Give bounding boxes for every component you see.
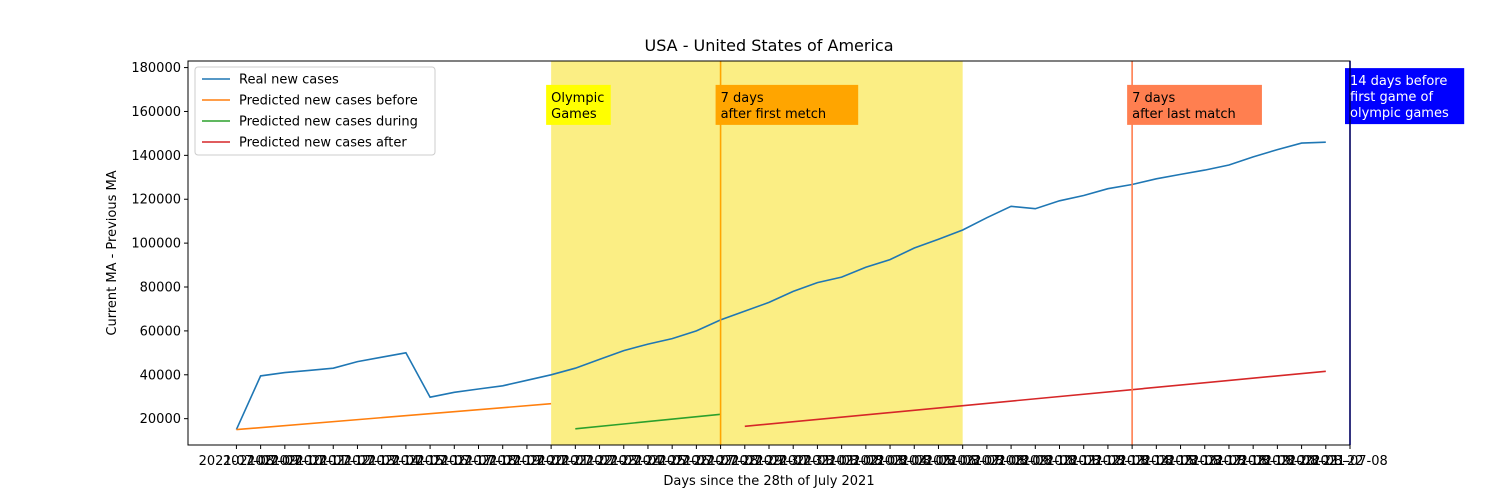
- x-tick-label-20: 2021-07-28: [683, 454, 759, 469]
- y-tick-label-4: 100000: [131, 237, 181, 252]
- annotation-box-0: [546, 84, 611, 125]
- annotation-text-3-1: first game of: [1350, 90, 1434, 105]
- annotation-text-1-1: after first metch: [721, 107, 827, 122]
- series-line-3: [744, 370, 1326, 428]
- x-axis-label: Days since the 28th of July 2021: [663, 474, 874, 489]
- series-line-2: [575, 413, 721, 430]
- annotation-box-1: [715, 84, 859, 125]
- annotation-text-0-1: Games: [551, 107, 597, 122]
- x-tick-label-36: 2021-08-13: [1070, 454, 1146, 469]
- chart-title: USA - United States of America: [645, 36, 894, 55]
- x-tick-label-24: 2021-08-01: [780, 454, 856, 469]
- x-tick-label-21: 2021-07-29: [707, 454, 783, 469]
- x-tick-label-33: 2021-08-10: [998, 454, 1074, 469]
- x-tick-label-42: 2021-08-19: [1215, 454, 1291, 469]
- x-tick-label-12: 2021-07-20: [489, 454, 565, 469]
- x-tick-label-1: 2021-07-09: [223, 454, 299, 469]
- x-tick-label-7: 2021-07-15: [368, 454, 444, 469]
- x-tick-label-26: 2021-08-03: [828, 454, 904, 469]
- x-tick-label-38: 2021-08-15: [1119, 454, 1195, 469]
- x-tick-label-2: 2021-07-10: [247, 454, 323, 469]
- y-tick-label-5: 120000: [131, 193, 181, 208]
- annotation-text-1-0: 7 days: [721, 91, 764, 106]
- y-tick-label-1: 40000: [140, 368, 181, 383]
- x-tick-label-23: 2021-07-31: [755, 454, 831, 469]
- x-tick-label-17: 2021-07-25: [610, 454, 686, 469]
- x-tick-label-15: 2021-07-23: [562, 454, 638, 469]
- y-tick-label-0: 20000: [140, 412, 181, 427]
- x-tick-label-41: 2021-08-18: [1191, 454, 1267, 469]
- y-tick-label-8: 180000: [131, 61, 181, 76]
- y-tick-label-3: 80000: [140, 281, 181, 296]
- x-tick-label-34: 2021-08-11: [1022, 454, 1098, 469]
- x-tick-label-6: 2021-07-14: [344, 454, 420, 469]
- annotation-text-2-1: after last match: [1132, 107, 1236, 122]
- legend-label-3: Predicted new cases after: [239, 136, 407, 151]
- legend-box: [194, 66, 436, 156]
- x-tick-label-44: 2021-08-21: [1264, 454, 1340, 469]
- series-line-1: [236, 402, 552, 431]
- x-tick-label-19: 2021-07-27: [659, 454, 735, 469]
- legend-label-0: Real new cases: [239, 73, 339, 88]
- annotation-box-3: [1345, 68, 1465, 125]
- y-tick-label-6: 140000: [131, 149, 181, 164]
- y-axis-label: Current MA - Previous MA: [105, 170, 120, 335]
- olympic-period-shading: [551, 61, 963, 445]
- x-tick-label-28: 2021-08-05: [876, 454, 952, 469]
- x-tick-label-31: 2021-08-08: [949, 454, 1025, 469]
- x-tick-label-16: 2021-07-24: [586, 454, 662, 469]
- y-tick-label-2: 60000: [140, 324, 181, 339]
- x-tick-label-46: 2021-07-08: [1312, 454, 1388, 469]
- x-tick-label-11: 2021-07-19: [465, 454, 541, 469]
- x-tick-label-30: 2021-08-07: [925, 454, 1001, 469]
- x-tick-label-9: 2021-07-17: [417, 454, 493, 469]
- x-tick-label-32: 2021-08-09: [973, 454, 1049, 469]
- annotation-text-2-0: 7 days: [1132, 91, 1175, 106]
- x-tick-label-27: 2021-08-04: [852, 454, 928, 469]
- x-tick-label-13: 2021-07-21: [513, 454, 589, 469]
- x-tick-label-22: 2021-07-30: [731, 454, 807, 469]
- series-line-0: [235, 141, 1326, 430]
- x-tick-label-10: 2021-07-18: [441, 454, 517, 469]
- annotation-box-2: [1127, 84, 1262, 125]
- x-tick-label-5: 2021-07-13: [320, 454, 396, 469]
- annotation-text-3-2: olympic games: [1350, 106, 1449, 121]
- x-tick-label-14: 2021-07-22: [538, 454, 614, 469]
- x-tick-label-8: 2021-07-16: [392, 454, 468, 469]
- x-tick-label-37: 2021-08-14: [1094, 454, 1170, 469]
- x-tick-label-4: 2021-07-12: [295, 454, 371, 469]
- x-tick-label-0: 2021-07-08: [199, 454, 275, 469]
- x-tick-label-35: 2021-08-12: [1046, 454, 1122, 469]
- legend-label-2: Predicted new cases during: [239, 115, 418, 130]
- x-tick-label-18: 2021-07-26: [634, 454, 710, 469]
- x-tick-label-40: 2021-08-17: [1167, 454, 1243, 469]
- annotation-text-3-0: 14 days before: [1350, 74, 1447, 89]
- y-tick-label-7: 160000: [131, 105, 181, 120]
- annotation-text-0-0: Olympic: [551, 91, 604, 106]
- x-tick-label-45: 2021-08-22: [1288, 454, 1364, 469]
- x-tick-label-29: 2021-08-06: [901, 454, 977, 469]
- x-tick-label-3: 2021-07-11: [271, 454, 347, 469]
- x-tick-label-25: 2021-08-02: [804, 454, 880, 469]
- legend: Real new cases Predicted new cases before…: [194, 66, 436, 156]
- legend-label-1: Predicted new cases before: [239, 94, 418, 109]
- x-tick-label-39: 2021-08-16: [1143, 454, 1219, 469]
- x-tick-label-43: 2021-08-20: [1240, 454, 1316, 469]
